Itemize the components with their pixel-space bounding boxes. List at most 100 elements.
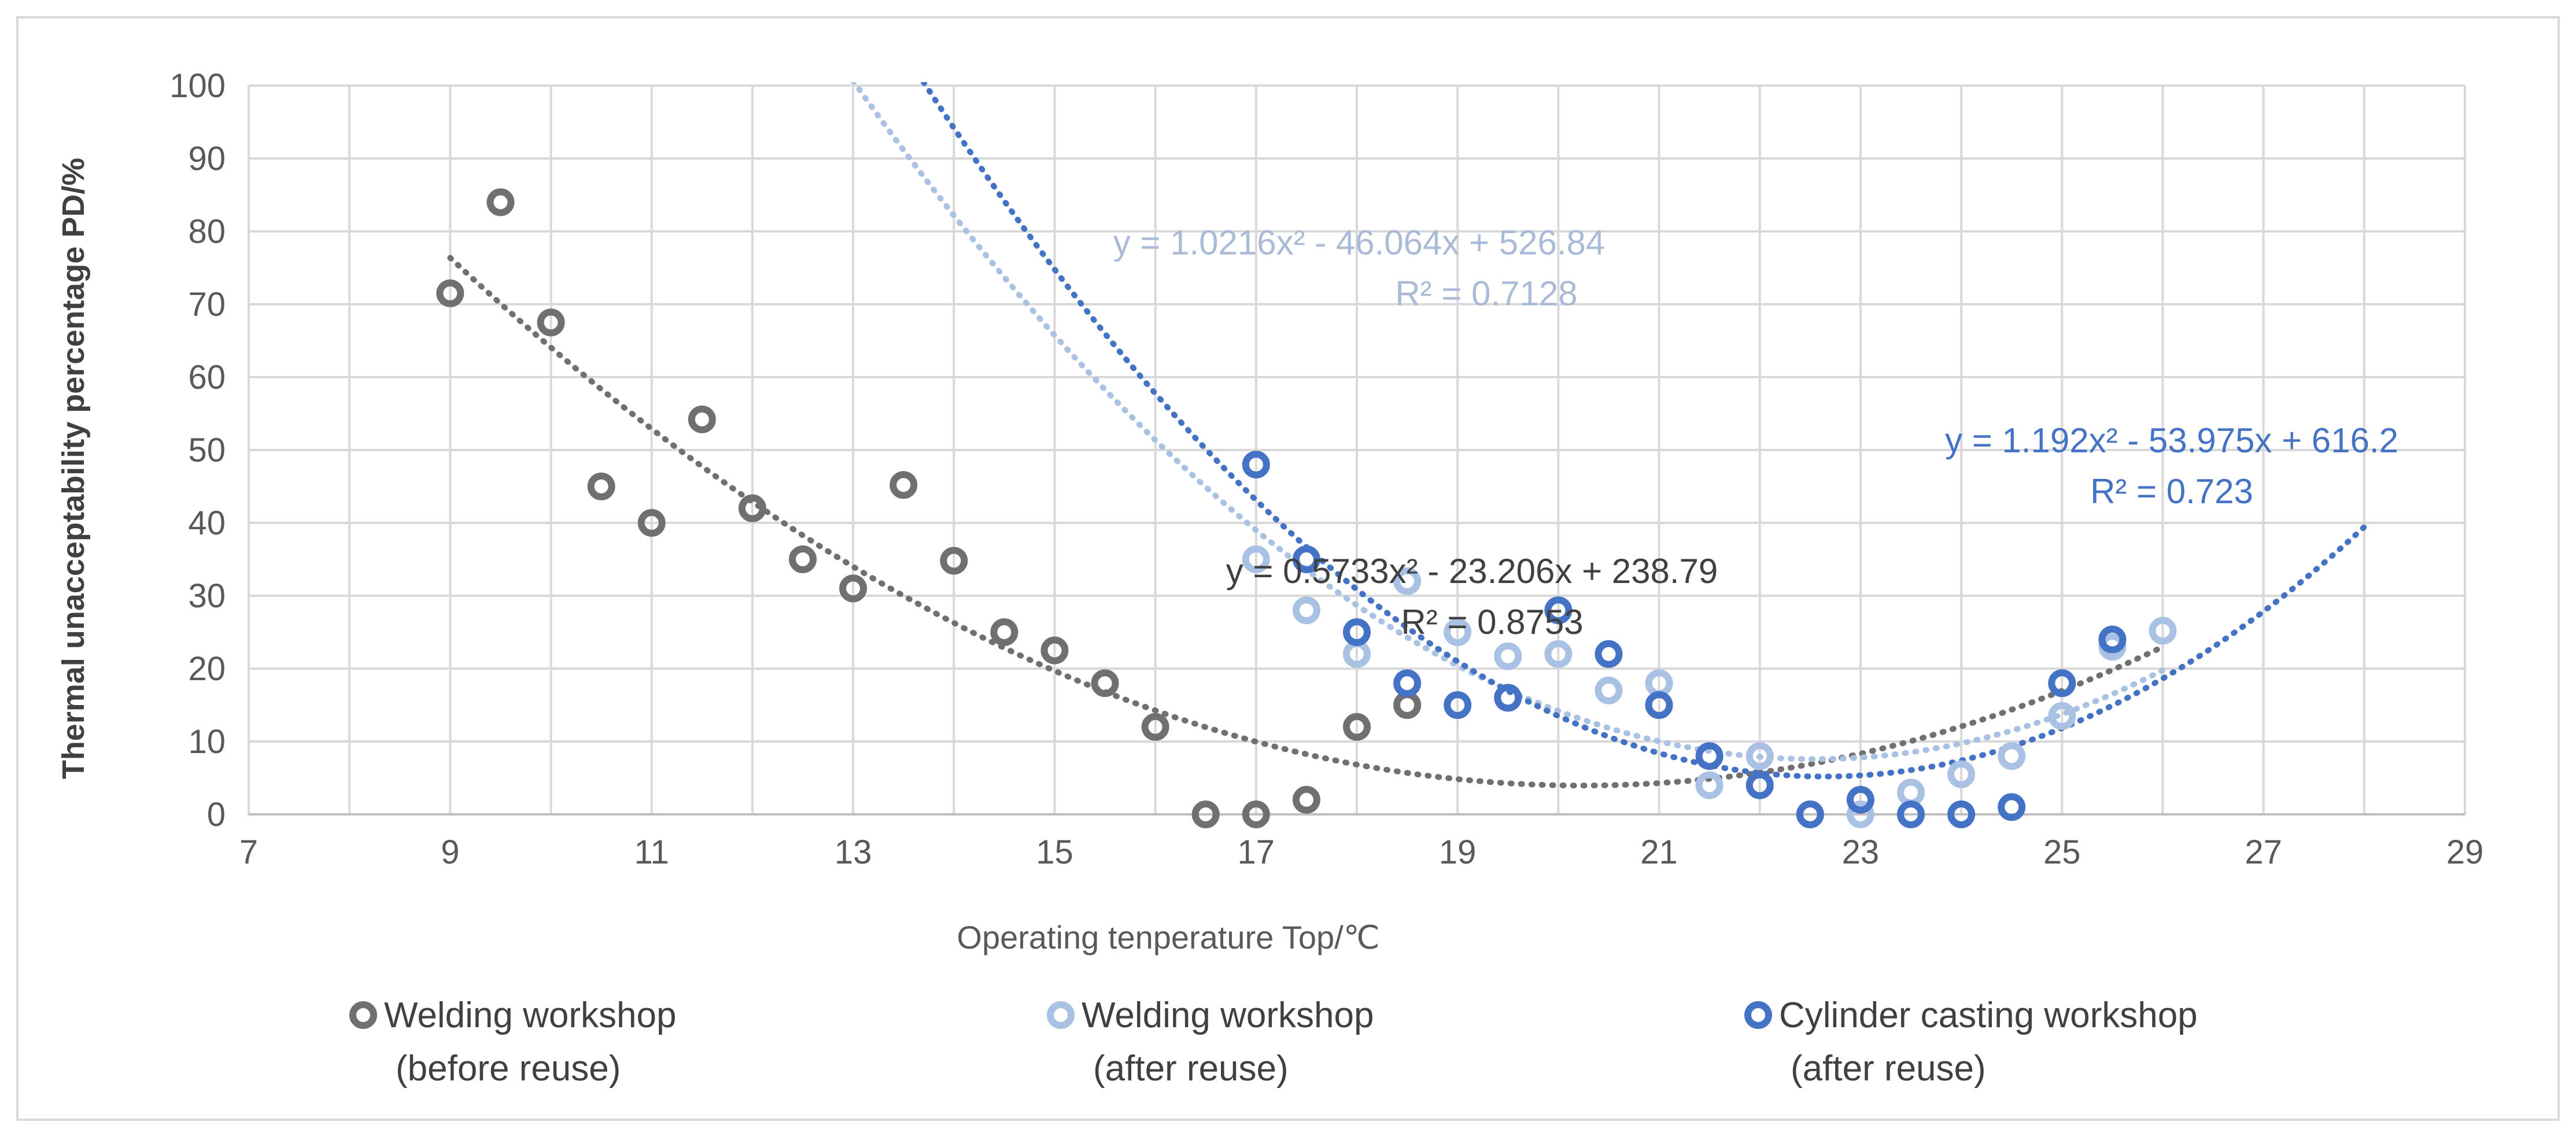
- trendline-r2-cylinder-after: R² = 0.723: [2090, 472, 2253, 511]
- x-tick-label: 13: [835, 833, 872, 871]
- data-point-series-2: [1947, 800, 1976, 828]
- data-point-series-2: [1695, 742, 1724, 770]
- data-point-series-0: [637, 509, 666, 537]
- x-tick-label: 21: [1640, 833, 1678, 871]
- x-tick-label: 7: [239, 833, 258, 871]
- legend-label-welding-before-line1: Welding workshop: [384, 995, 676, 1035]
- data-point-series-1: [1494, 642, 1522, 670]
- data-point-series-2: [1242, 451, 1270, 479]
- legend-label-cylinder-after-line1: Cylinder casting workshop: [1779, 995, 2198, 1035]
- y-tick-label: 50: [188, 431, 226, 469]
- legend-label-welding-before-line2: (before reuse): [396, 1049, 621, 1089]
- data-point-series-1: [2149, 617, 2177, 645]
- data-point-series-0: [1191, 800, 1220, 828]
- x-tick-label: 25: [2043, 833, 2081, 871]
- data-point-series-2: [1494, 684, 1522, 712]
- y-tick-label: 100: [169, 67, 226, 105]
- x-tick-label: 29: [2446, 833, 2484, 871]
- tick-label-layer: 0 10 20 30 40 50 60 70 80 90 100 7 9 11 13 15 17 19 21 23 25…: [169, 67, 2483, 871]
- data-point-series-2: [1998, 793, 2026, 821]
- data-point-series-0: [839, 574, 868, 603]
- data-point-series-2: [1796, 800, 1824, 828]
- data-point-series-2: [1444, 691, 1472, 719]
- y-tick-label: 20: [188, 650, 226, 688]
- y-axis-label: Thermal unacceptability percentage PD/%: [56, 158, 91, 779]
- trendline-equation-welding-after: y = 1.0216x² - 46.064x + 526.84: [1113, 223, 1606, 262]
- data-point-series-0: [789, 545, 817, 573]
- grid-layer: [248, 84, 2466, 816]
- data-point-series-1: [1544, 640, 1573, 668]
- data-point-series-2: [1595, 640, 1623, 668]
- y-tick-label: 70: [188, 286, 226, 323]
- legend-label-cylinder-after-line2: (after reuse): [1791, 1049, 1986, 1089]
- data-point-series-0: [587, 473, 615, 500]
- data-point-series-2: [1544, 596, 1573, 625]
- data-point-series-0: [1141, 713, 1169, 741]
- data-point-series-1: [1695, 771, 1724, 799]
- y-tick-label: 10: [188, 723, 226, 761]
- data-point-series-1: [1444, 618, 1472, 646]
- data-point-series-1: [1846, 800, 1874, 828]
- legend-item-welding-before: Welding workshop (before reuse): [349, 995, 676, 1089]
- data-point-series-0: [890, 471, 918, 499]
- data-point-series-0: [1091, 669, 1119, 698]
- data-point-series-2: [1393, 669, 1422, 698]
- data-point-series-2: [2048, 669, 2076, 698]
- legend-marker-welding-after: [1047, 1001, 1075, 1029]
- trendline-r2-welding-before: R² = 0.8753: [1401, 603, 1583, 641]
- legend-label-welding-after-line2: (after reuse): [1093, 1049, 1289, 1089]
- data-point-series-2: [1745, 771, 1774, 799]
- trendline-series-0: [447, 254, 2166, 789]
- data-point-series-0: [1292, 785, 1320, 814]
- data-point-series-0: [688, 405, 716, 434]
- y-tick-label: 40: [188, 504, 226, 542]
- data-point-series-2: [1292, 545, 1320, 573]
- trendline-series-2: [921, 82, 2367, 780]
- data-point-series-0: [436, 279, 464, 308]
- data-point-series-0: [1242, 800, 1270, 828]
- data-point-series-1: [1947, 760, 1976, 788]
- legend: Welding workshop (before reuse) Welding …: [349, 995, 2198, 1089]
- legend-label-welding-after-line1: Welding workshop: [1082, 995, 1374, 1035]
- data-point-series-1: [1595, 676, 1623, 704]
- legend-marker-welding-before: [349, 1001, 377, 1029]
- legend-item-cylinder-after: Cylinder casting workshop (after reuse): [1744, 995, 2198, 1089]
- data-point-series-1: [1393, 567, 1422, 595]
- x-tick-label: 11: [634, 833, 669, 871]
- y-tick-label: 60: [188, 359, 226, 396]
- data-point-series-1: [1998, 742, 2026, 770]
- data-point-series-0: [990, 618, 1018, 646]
- x-tick-label: 27: [2245, 833, 2282, 871]
- data-point-series-0: [537, 308, 565, 337]
- x-tick-label: 19: [1439, 833, 1477, 871]
- data-point-series-2: [2098, 625, 2127, 654]
- data-point-series-2: [1897, 800, 1925, 828]
- y-tick-label: 80: [188, 213, 226, 250]
- y-tick-label: 30: [188, 577, 226, 615]
- data-point-series-1: [1242, 545, 1270, 573]
- y-tick-label: 0: [207, 796, 226, 833]
- legend-item-welding-after: Welding workshop (after reuse): [1047, 995, 1374, 1089]
- x-tick-label: 17: [1238, 833, 1275, 871]
- trendline-r2-welding-after: R² = 0.7128: [1395, 274, 1577, 313]
- x-axis-label: Operating tenperature Top/℃: [957, 919, 1379, 955]
- x-tick-label: 9: [441, 833, 459, 871]
- data-point-series-2: [1645, 691, 1673, 719]
- x-tick-label: 15: [1036, 833, 1073, 871]
- chart-border: [16, 16, 2560, 1121]
- data-point-series-2: [1846, 785, 1874, 814]
- data-point-series-1: [2048, 702, 2076, 730]
- data-point-series-0: [1040, 636, 1069, 665]
- data-point-series-1: [1292, 596, 1320, 625]
- trendline-equation-cylinder-after: y = 1.192x² - 53.975x + 616.2: [1945, 421, 2398, 460]
- data-point-series-0: [738, 494, 766, 522]
- data-point-series-0: [1343, 713, 1371, 741]
- data-point-series-1: [1745, 742, 1774, 770]
- data-point-series-0: [940, 547, 968, 575]
- x-tick-label: 23: [1842, 833, 1880, 871]
- data-point-series-0: [486, 188, 515, 216]
- legend-marker-cylinder-after: [1744, 1001, 1772, 1029]
- y-tick-label: 90: [188, 140, 226, 178]
